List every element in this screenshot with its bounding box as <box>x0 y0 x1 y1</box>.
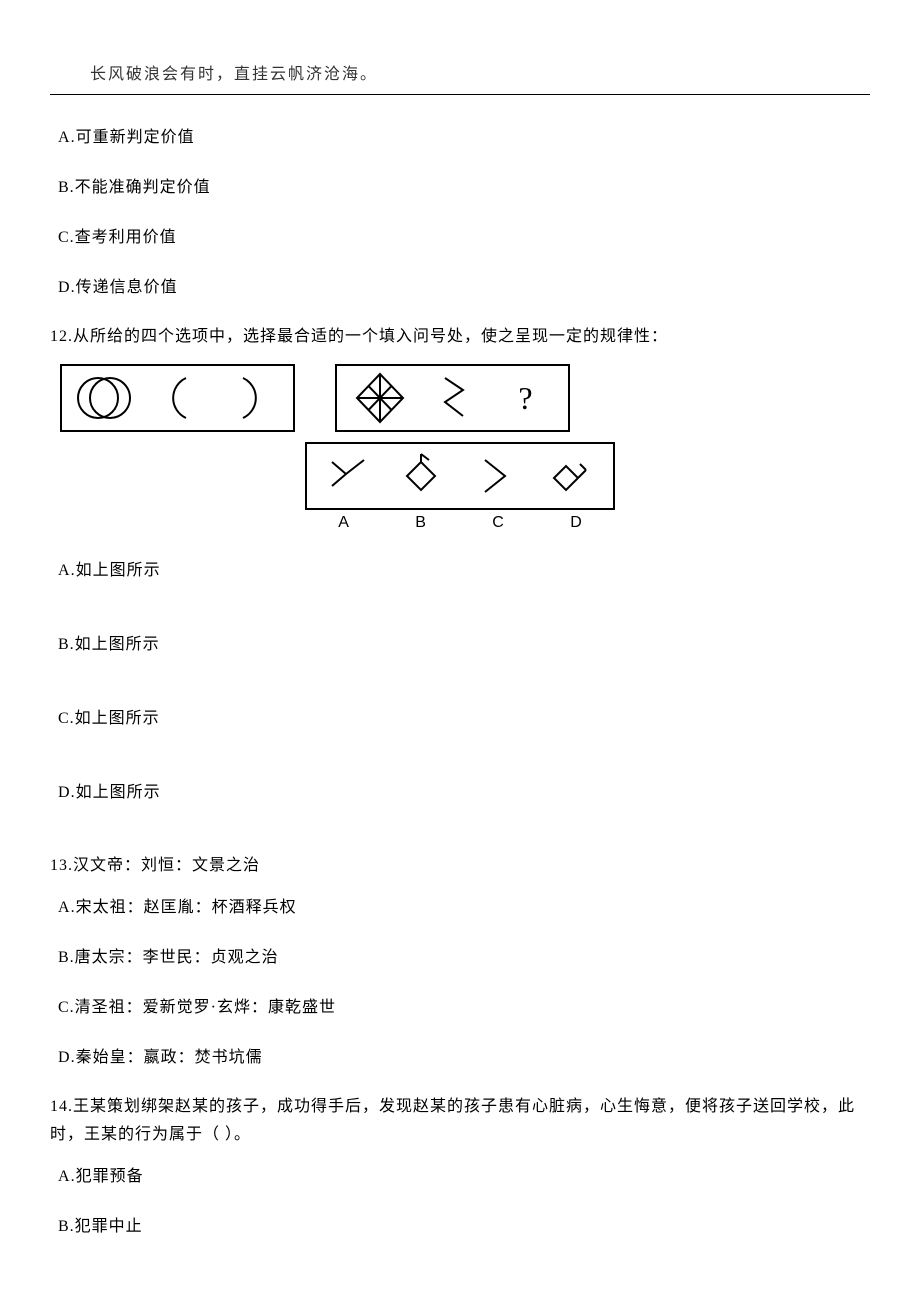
option-label: B <box>58 949 70 966</box>
q12-option-a: A.如上图所示 <box>58 556 870 580</box>
q12-option-d: D.如上图所示 <box>58 778 870 802</box>
option-text: 唐太宗：李世民：贞观之治 <box>75 949 279 966</box>
option-text: 可重新判定价值 <box>76 129 195 146</box>
option-label: B <box>58 636 70 653</box>
page-header-quote: 长风破浪会有时，直挂云帆济沧海。 <box>50 60 870 94</box>
figure-cell-right-arc <box>216 370 286 426</box>
option-label: A <box>58 129 71 146</box>
answer-label-b: B <box>415 514 426 532</box>
question-text: 从所给的四个选项中，选择最合适的一个填入问号处，使之呈现一定的规律性： <box>73 328 668 345</box>
q13-stem: 13.汉文帝：刘恒：文景之治 <box>50 852 870 879</box>
q12-answer-box <box>305 442 615 510</box>
q13-option-c: C.清圣祖：爱新觉罗·玄烨：康乾盛世 <box>58 993 870 1017</box>
q14-option-a: A.犯罪预备 <box>58 1162 870 1186</box>
q11-option-c: C.查考利用价值 <box>58 223 870 247</box>
q12-answer-row <box>50 442 870 510</box>
option-label: C <box>58 710 70 727</box>
answer-label-d: D <box>570 514 582 532</box>
q12-option-b: B.如上图所示 <box>58 630 870 654</box>
option-text: 犯罪预备 <box>76 1168 144 1185</box>
option-label: B <box>58 1218 70 1235</box>
q13-option-a: A.宋太祖：赵匡胤：杯酒释兵权 <box>58 893 870 917</box>
option-text: 传递信息价值 <box>76 279 178 296</box>
option-label: A <box>58 1168 71 1185</box>
option-text: 清圣祖：爱新觉罗·玄烨：康乾盛世 <box>75 999 336 1016</box>
q12-figure-left-box <box>60 364 295 432</box>
option-label: D <box>58 1049 71 1066</box>
option-label: C <box>58 999 70 1016</box>
option-text: 不能准确判定价值 <box>75 179 211 196</box>
answer-label-c: C <box>492 514 504 532</box>
question-number: 12. <box>50 328 73 345</box>
q14-option-b: B.犯罪中止 <box>58 1212 870 1236</box>
q11-option-d: D.传递信息价值 <box>58 273 870 297</box>
question-number: 14. <box>50 1098 73 1115</box>
question-text: 王某策划绑架赵某的孩子，成功得手后，发现赵某的孩子患有心脏病，心生悔意，便将孩子… <box>50 1098 855 1142</box>
option-label: B <box>58 179 70 196</box>
q12-answer-labels: A B C D <box>305 514 615 532</box>
option-text: 宋太祖：赵匡胤：杯酒释兵权 <box>76 899 297 916</box>
q13-option-b: B.唐太宗：李世民：贞观之治 <box>58 943 870 967</box>
answer-label-a: A <box>338 514 349 532</box>
q12-figure-row: ? <box>60 364 870 432</box>
answer-cell-c <box>462 448 532 504</box>
option-text: 查考利用价值 <box>75 229 177 246</box>
answer-cell-d <box>535 448 605 504</box>
option-text: 如上图所示 <box>76 562 161 579</box>
option-text: 犯罪中止 <box>75 1218 143 1235</box>
answer-cell-b <box>388 448 458 504</box>
figure-cell-qmark: ? <box>491 370 561 426</box>
option-text: 秦始皇：嬴政：焚书坑儒 <box>76 1049 263 1066</box>
option-text: 如上图所示 <box>75 710 160 727</box>
q12-option-c: C.如上图所示 <box>58 704 870 728</box>
q11-option-b: B.不能准确判定价值 <box>58 173 870 197</box>
figure-cell-zigzag <box>418 370 488 426</box>
figure-cell-diamonds <box>345 370 415 426</box>
q12-stem: 12.从所给的四个选项中，选择最合适的一个填入问号处，使之呈现一定的规律性： <box>50 323 870 350</box>
option-text: 如上图所示 <box>76 784 161 801</box>
q11-option-a: A.可重新判定价值 <box>58 123 870 147</box>
option-label: C <box>58 229 70 246</box>
question-number: 13. <box>50 857 73 874</box>
answer-cell-a <box>315 448 385 504</box>
option-label: D <box>58 279 71 296</box>
option-label: A <box>58 562 71 579</box>
option-label: D <box>58 784 71 801</box>
option-label: A <box>58 899 71 916</box>
qmark-icon: ? <box>518 380 532 417</box>
q14-stem: 14.王某策划绑架赵某的孩子，成功得手后，发现赵某的孩子患有心脏病，心生悔意，便… <box>50 1093 870 1147</box>
question-text: 汉文帝：刘恒：文景之治 <box>73 857 260 874</box>
figure-cell-left-arc <box>143 370 213 426</box>
header-rule <box>50 94 870 95</box>
q13-option-d: D.秦始皇：嬴政：焚书坑儒 <box>58 1043 870 1067</box>
option-text: 如上图所示 <box>75 636 160 653</box>
figure-cell-circles <box>70 370 140 426</box>
q12-figure-right-box: ? <box>335 364 570 432</box>
